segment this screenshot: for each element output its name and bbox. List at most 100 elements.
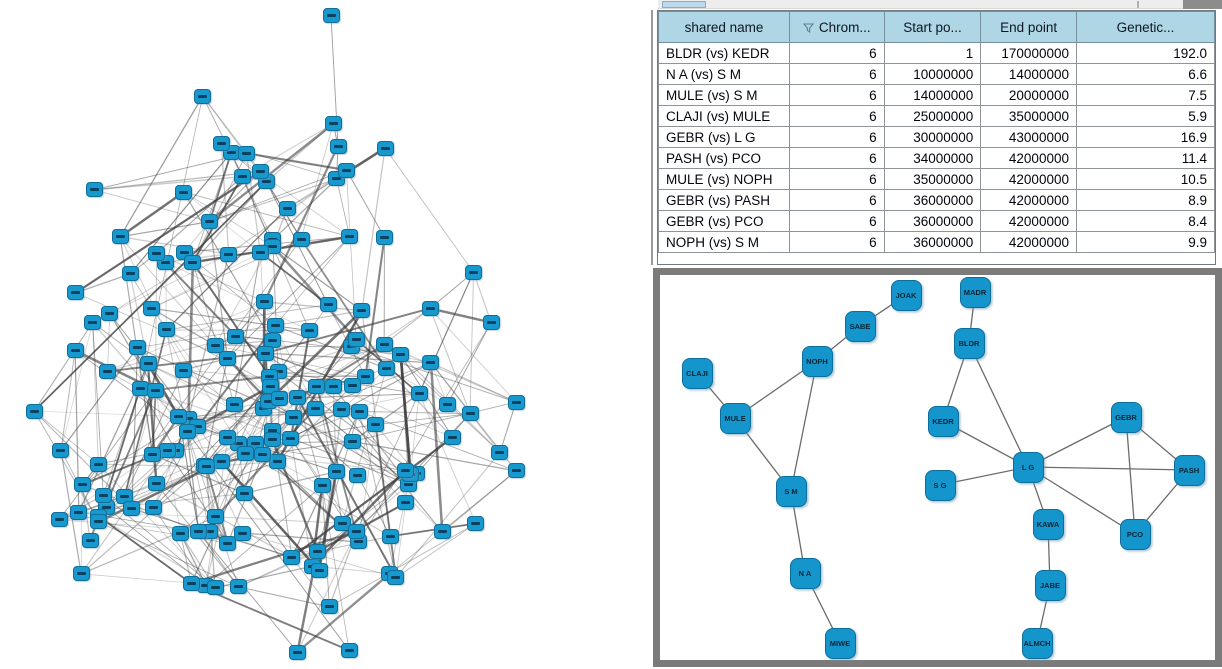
main-network-edge[interactable]: [165, 207, 288, 331]
main-network-node[interactable]: [285, 409, 303, 425]
main-network-edge[interactable]: [259, 251, 329, 306]
main-network-edge[interactable]: [429, 307, 492, 324]
table-row[interactable]: GEBR (vs) PASH 6 36000000 42000000 8.9: [658, 189, 1216, 211]
main-network-edge[interactable]: [156, 252, 265, 303]
subnetwork-node-joak[interactable]: JOAK: [890, 279, 922, 311]
subnetwork-node-claji[interactable]: CLAJI: [681, 357, 713, 389]
main-network-edge[interactable]: [120, 236, 229, 255]
main-network-edge[interactable]: [98, 463, 216, 589]
main-network-edge[interactable]: [166, 304, 329, 331]
main-network-edge[interactable]: [33, 410, 133, 510]
main-network-node[interactable]: [310, 562, 328, 578]
main-network-node[interactable]: [147, 245, 165, 261]
main-network-edge[interactable]: [418, 271, 475, 395]
main-network-node[interactable]: [143, 300, 161, 316]
main-network-node[interactable]: [320, 599, 338, 615]
main-network-edge[interactable]: [499, 401, 517, 453]
main-network-edge[interactable]: [155, 375, 270, 391]
main-network-node[interactable]: [270, 391, 288, 407]
main-network-node[interactable]: [324, 379, 342, 395]
main-network-node[interactable]: [324, 116, 342, 132]
main-network-edge[interactable]: [238, 551, 318, 588]
main-network-node[interactable]: [94, 487, 112, 503]
main-network-edge[interactable]: [107, 301, 265, 372]
main-network-node[interactable]: [376, 140, 394, 156]
table-cell[interactable]: 6: [788, 63, 885, 85]
main-network-edge[interactable]: [209, 169, 347, 222]
table-cell[interactable]: 42000000: [980, 168, 1077, 190]
main-network-node[interactable]: [50, 512, 68, 528]
main-network-node[interactable]: [433, 524, 451, 540]
main-network-edge[interactable]: [346, 169, 385, 238]
main-network-node[interactable]: [375, 336, 393, 352]
main-network-edge[interactable]: [109, 261, 194, 315]
table-row[interactable]: GEBR (vs) L G 6 30000000 43000000 16.9: [658, 126, 1216, 148]
main-network-edge[interactable]: [352, 441, 443, 533]
main-network-canvas[interactable]: [0, 0, 652, 669]
main-network-node[interactable]: [131, 380, 149, 396]
main-network-edge[interactable]: [124, 443, 239, 497]
subnetwork-node-pash[interactable]: PASH: [1173, 454, 1205, 486]
main-network-edge[interactable]: [183, 191, 261, 253]
main-network-node[interactable]: [184, 254, 202, 270]
main-network-node[interactable]: [70, 504, 88, 520]
main-network-node[interactable]: [255, 294, 273, 310]
main-network-edge[interactable]: [74, 350, 188, 432]
main-network-edge[interactable]: [186, 431, 200, 532]
table-cell[interactable]: 42000000: [980, 147, 1077, 169]
table-cell[interactable]: 6.6: [1075, 63, 1216, 85]
main-network-edge[interactable]: [119, 191, 185, 238]
main-network-node[interactable]: [197, 459, 215, 475]
main-network-edge[interactable]: [429, 362, 444, 533]
table-cell[interactable]: 6: [788, 189, 885, 211]
table-cell[interactable]: 36000000: [883, 231, 982, 253]
main-network-edge[interactable]: [94, 152, 247, 191]
main-network-node[interactable]: [236, 445, 254, 461]
main-network-node[interactable]: [139, 356, 157, 372]
main-network-node[interactable]: [178, 424, 196, 439]
main-network-edge[interactable]: [430, 362, 517, 403]
main-network-node[interactable]: [482, 314, 500, 330]
main-network-edge[interactable]: [352, 393, 420, 442]
subnetwork-edge[interactable]: [790, 360, 818, 492]
main-network-node[interactable]: [392, 346, 410, 362]
main-network-edge[interactable]: [267, 309, 363, 402]
main-network-edge[interactable]: [92, 322, 149, 365]
main-network-edge[interactable]: [175, 397, 298, 452]
main-network-node[interactable]: [251, 163, 269, 179]
main-network-edge[interactable]: [205, 485, 323, 586]
main-network-edge[interactable]: [80, 484, 83, 574]
main-network-node[interactable]: [322, 7, 340, 23]
table-cell[interactable]: 42000000: [980, 231, 1077, 253]
main-network-edge[interactable]: [165, 262, 264, 409]
subnetwork-edge[interactable]: [1027, 416, 1127, 468]
main-network-edge[interactable]: [277, 371, 417, 475]
main-network-edge[interactable]: [358, 424, 376, 543]
main-network-node[interactable]: [507, 463, 525, 479]
main-network-edge[interactable]: [359, 410, 471, 415]
main-network-edge[interactable]: [300, 123, 334, 240]
table-cell[interactable]: 16.9: [1075, 126, 1216, 148]
main-network-node[interactable]: [347, 331, 365, 347]
main-network-edge[interactable]: [263, 145, 339, 303]
subnetwork-node-almch[interactable]: ALMCH: [1021, 627, 1053, 659]
main-network-node[interactable]: [350, 403, 368, 419]
main-network-edge[interactable]: [290, 362, 432, 439]
table-row[interactable]: N A (vs) S M 6 10000000 14000000 6.6: [658, 63, 1216, 85]
main-network-node[interactable]: [175, 184, 193, 200]
main-network-edge[interactable]: [473, 272, 492, 323]
main-network-edge[interactable]: [203, 465, 217, 517]
subnetwork-node-sabe[interactable]: SABE: [844, 310, 876, 342]
main-network-edge[interactable]: [147, 363, 235, 405]
main-network-edge[interactable]: [131, 347, 139, 509]
column-header-end-point[interactable]: End point: [980, 11, 1077, 43]
main-network-node[interactable]: [375, 229, 393, 245]
table-cell[interactable]: 6: [788, 105, 885, 127]
main-network-edge[interactable]: [205, 466, 229, 544]
main-network-node[interactable]: [25, 403, 43, 419]
table-row[interactable]: GEBR (vs) PCO 6 36000000 42000000 8.4: [658, 210, 1216, 232]
main-network-edge[interactable]: [109, 253, 229, 315]
table-cell[interactable]: 34000000: [883, 147, 982, 169]
main-network-edge[interactable]: [34, 410, 179, 417]
table-row[interactable]: MULE (vs) S M 6 14000000 20000000 7.5: [658, 84, 1216, 106]
